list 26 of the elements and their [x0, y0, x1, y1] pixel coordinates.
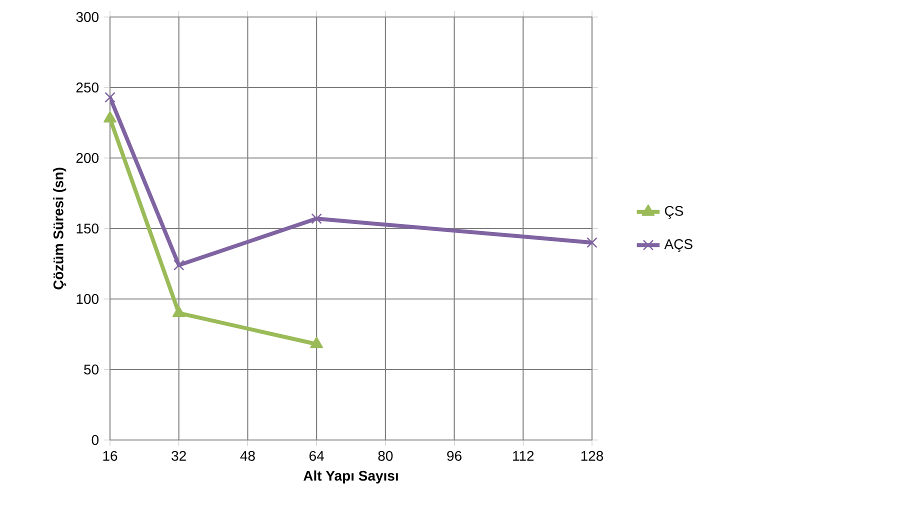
x-axis-title: Alt Yapı Sayısı: [304, 470, 398, 484]
y-axis-title: Çözüm Süresi (sn): [53, 168, 66, 290]
y-tick-label: 150: [76, 224, 99, 234]
legend-label: ÇS: [664, 206, 684, 219]
y-tick-label: 0: [92, 435, 99, 445]
y-tick-label: 300: [76, 12, 99, 22]
x-tick-label: 32: [172, 450, 186, 461]
point: [173, 260, 184, 271]
point: [311, 213, 322, 224]
x-tick-label: 64: [310, 450, 324, 461]
point: [104, 92, 116, 103]
point: [172, 306, 186, 318]
point: [586, 237, 598, 248]
x-tick-label: 80: [378, 450, 393, 461]
x-tick-label: 128: [581, 450, 604, 461]
legend-label: AÇS: [664, 239, 692, 252]
y-tick-label: 100: [76, 294, 99, 304]
y-tick-label: 250: [76, 82, 99, 92]
y-tick-label: 200: [76, 153, 99, 163]
y-tick-label: 50: [84, 364, 99, 374]
point: [310, 336, 324, 348]
x-tick-label: 96: [447, 450, 462, 461]
x-tick-label: 112: [513, 450, 534, 461]
x-tick-label: 16: [103, 450, 118, 461]
x-tick-label: 48: [240, 450, 255, 461]
point: [104, 111, 116, 123]
